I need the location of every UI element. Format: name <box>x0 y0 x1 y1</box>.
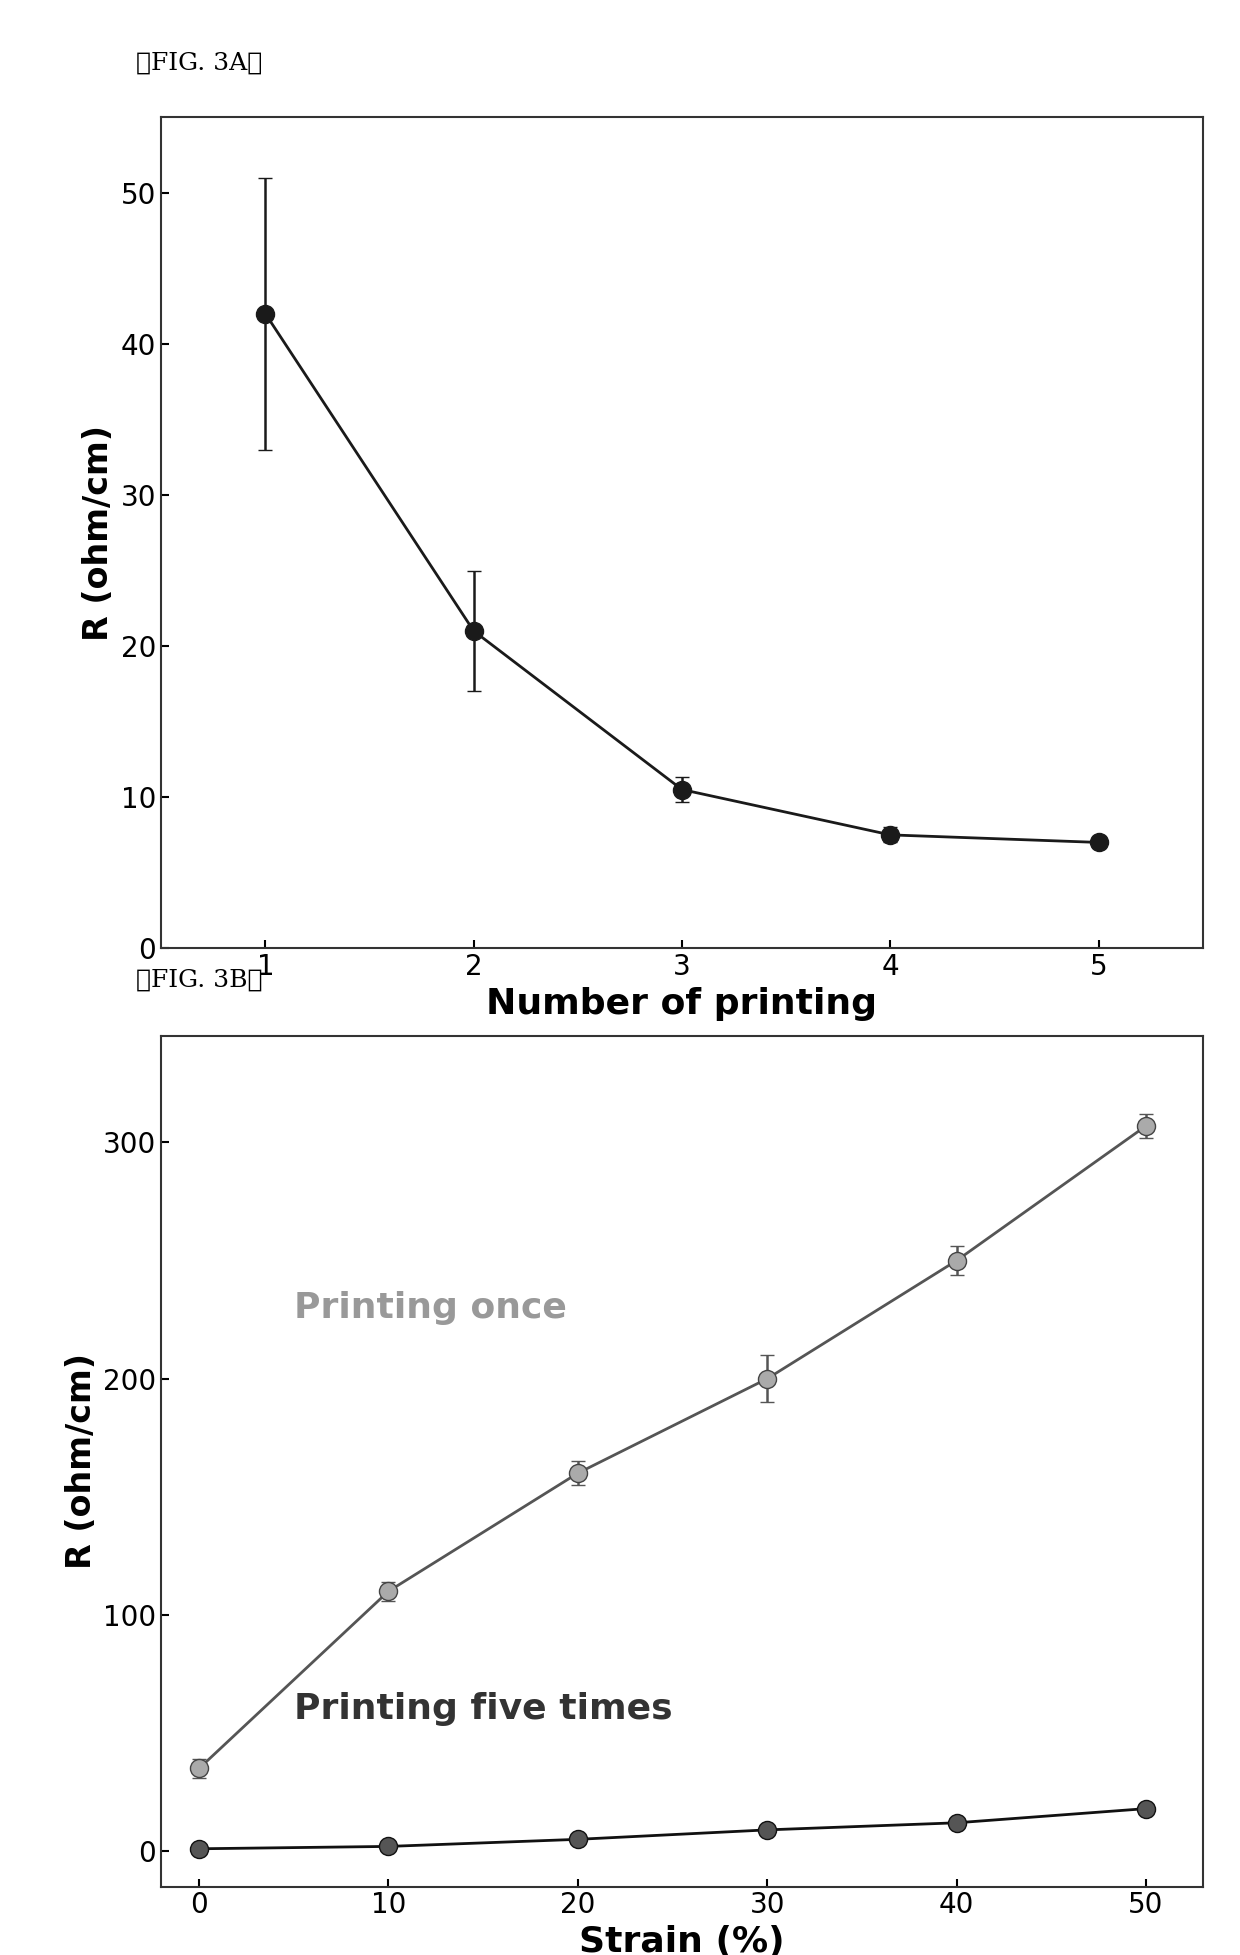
Y-axis label: R (ohm/cm): R (ohm/cm) <box>64 1353 98 1570</box>
Text: Printing five times: Printing five times <box>294 1693 672 1726</box>
Y-axis label: R (ohm/cm): R (ohm/cm) <box>82 424 115 641</box>
Text: 【FIG. 3B】: 【FIG. 3B】 <box>136 968 263 991</box>
X-axis label: Number of printing: Number of printing <box>486 987 878 1021</box>
X-axis label: Strain (%): Strain (%) <box>579 1926 785 1955</box>
Text: Printing once: Printing once <box>294 1290 567 1325</box>
Text: 【FIG. 3A】: 【FIG. 3A】 <box>136 51 263 74</box>
